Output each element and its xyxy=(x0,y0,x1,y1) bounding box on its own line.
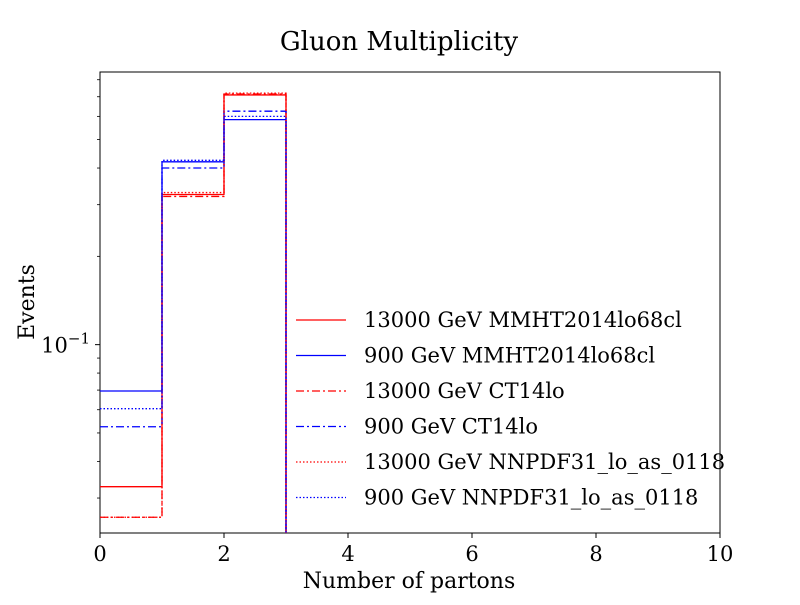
series-line-6 xyxy=(100,115,287,533)
x-tick-label: 2 xyxy=(217,542,230,566)
series-line-3 xyxy=(100,93,287,533)
legend-label: 900 GeV MMHT2014lo68cl xyxy=(364,344,655,368)
x-tick-label: 10 xyxy=(707,542,734,566)
plot-area: 0 2 4 6 8 10 10−1 xyxy=(41,71,733,566)
y-axis-ticks: 10−1 xyxy=(41,79,100,499)
series-line-5 xyxy=(100,92,287,533)
chart-title: Gluon Multiplicity xyxy=(280,27,519,57)
x-axis-ticks: 0 2 4 6 8 10 xyxy=(93,533,733,566)
series-line-1 xyxy=(100,94,287,533)
plot-frame xyxy=(99,71,721,534)
series-line-2 xyxy=(100,118,287,533)
series-layer xyxy=(100,92,287,533)
y-axis-label: Events xyxy=(15,264,40,340)
x-axis-label: Number of partons xyxy=(303,569,516,594)
legend-label: 13000 GeV NNPDF31_lo_as_0118 xyxy=(364,450,725,474)
legend-label: 900 GeV CT14lo xyxy=(364,415,538,439)
series-line-4 xyxy=(100,110,287,533)
legend-label: 900 GeV NNPDF31_lo_as_0118 xyxy=(364,486,698,510)
legend-label: 13000 GeV CT14lo xyxy=(364,379,565,403)
legend: 13000 GeV MMHT2014lo68cl 900 GeV MMHT2014… xyxy=(296,308,725,510)
x-tick-label: 8 xyxy=(589,542,602,566)
x-tick-label: 4 xyxy=(341,542,354,566)
legend-label: 13000 GeV MMHT2014lo68cl xyxy=(364,308,682,332)
y-tick-label: 10−1 xyxy=(41,330,90,358)
x-tick-label: 6 xyxy=(465,542,478,566)
x-tick-label: 0 xyxy=(93,542,106,566)
